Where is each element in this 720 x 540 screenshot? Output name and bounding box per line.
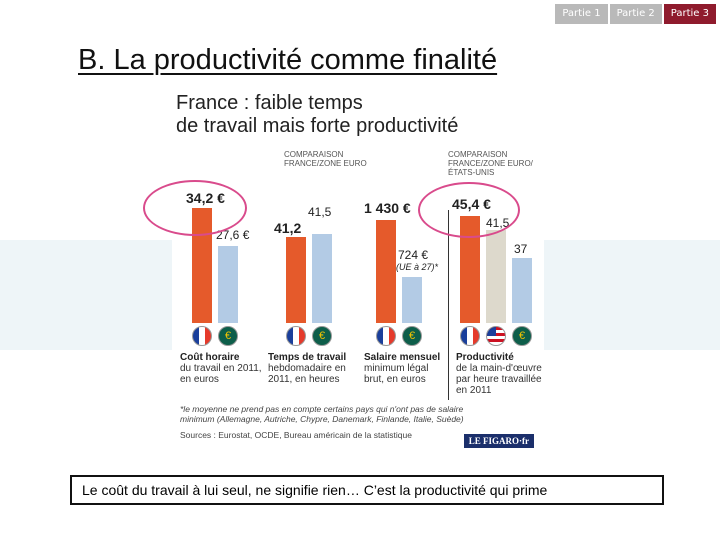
infographic-title-line1: France : faible temps	[176, 92, 363, 114]
caption-cout: Coût horaire du travail en 2011, en euros	[180, 352, 262, 385]
bottom-text-box: Le coût du travail à lui seul, ne signif…	[70, 475, 664, 505]
slide-title: B. La productivité comme finalité	[78, 44, 498, 76]
flag-euro-icon: €	[218, 326, 238, 346]
bar-salaire-fr	[376, 220, 396, 323]
value-productivite-eu: 37	[514, 242, 528, 256]
flag-france-icon	[286, 326, 306, 346]
flag-euro-icon: €	[402, 326, 422, 346]
value-salaire-eu: 724 €	[398, 248, 429, 262]
header-right: COMPARAISON FRANCE/ZONE EURO/ ÉTATS-UNIS	[448, 150, 533, 177]
value-temps-eu: 41,5	[308, 205, 332, 219]
flag-euro-icon: €	[312, 326, 332, 346]
caption-temps: Temps de travail hebdomadaire en 2011, en…	[268, 352, 347, 385]
nav-partie-1[interactable]: Partie 1	[555, 4, 608, 24]
value-salaire-fr: 1 430 €	[364, 200, 411, 216]
highlight-circle-productivite	[418, 182, 520, 238]
flag-france-icon	[376, 326, 396, 346]
caption-salaire: Salaire mensuel minimum légal brut, en eu…	[364, 352, 441, 385]
bar-productivite-eu	[512, 258, 532, 323]
footnote: *le moyenne ne prend pas en compte certa…	[180, 404, 464, 424]
flag-usa-icon	[486, 326, 506, 346]
bar-salaire-eu	[402, 277, 422, 323]
infographic-title: France : faible temps de travail mais fo…	[176, 92, 458, 138]
section-divider	[448, 210, 449, 400]
bar-productivite-fr	[460, 216, 480, 323]
bottom-text: Le coût du travail à lui seul, ne signif…	[82, 482, 548, 498]
le-figaro-logo: LE FIGARO·fr	[463, 434, 534, 448]
flag-france-icon	[192, 326, 212, 346]
bar-productivite-us	[486, 230, 506, 323]
sources: Sources : Eurostat, OCDE, Bureau américa…	[180, 430, 412, 440]
value-cout-eu: 27,6 €	[216, 228, 250, 242]
header-left: COMPARAISON FRANCE/ZONE EURO	[284, 150, 367, 168]
highlight-circle-cout	[143, 180, 247, 236]
section-nav: Partie 1 Partie 2 Partie 3	[553, 4, 716, 24]
bar-temps-fr	[286, 237, 306, 323]
flag-euro-icon: €	[512, 326, 532, 346]
bar-cout-eu	[218, 246, 238, 323]
nav-partie-2[interactable]: Partie 2	[609, 4, 662, 24]
value-salaire-eu-note: (UE à 27)*	[396, 262, 439, 272]
value-temps-fr: 41,2	[274, 220, 302, 236]
bar-temps-eu	[312, 234, 332, 323]
infographic: France : faible temps de travail mais fo…	[172, 90, 544, 448]
flag-france-icon	[460, 326, 480, 346]
caption-productivite: Productivité de la main-d'œuvre par heure…	[456, 352, 542, 396]
bar-cout-fr	[192, 208, 212, 323]
nav-partie-3[interactable]: Partie 3	[663, 4, 716, 24]
infographic-title-line2: de travail mais forte productivité	[176, 115, 459, 137]
